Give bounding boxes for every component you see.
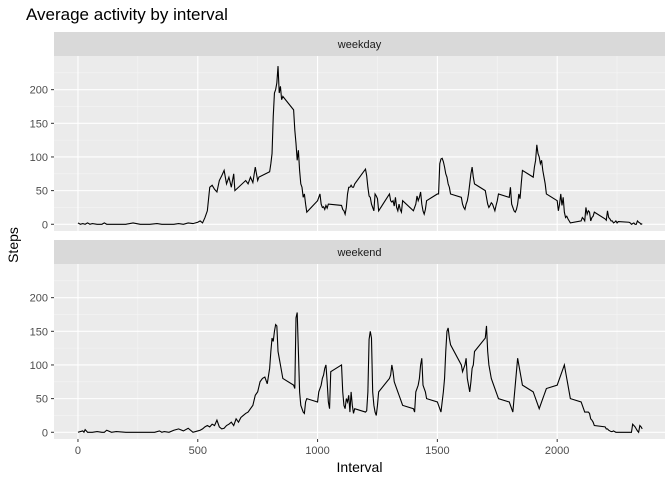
y-axis-title: Steps [5,227,21,263]
y-tick-label: 150 [30,326,48,338]
x-axis-title: Interval [337,459,383,475]
x-tick-label: 1000 [305,445,329,457]
series-line-weekend [77,312,643,434]
y-tick-label: 50 [36,186,48,198]
y-tick-label: 150 [30,118,48,130]
strip-label-weekday: weekday [337,39,382,51]
chart-title: Average activity by interval [26,5,228,24]
plot-bg-weekday [54,56,665,231]
panel-weekday: weekday 0 50 100 150 200 [30,32,665,231]
y-tick-label: 100 [30,360,48,372]
strip-label-weekend: weekend [336,247,381,259]
x-tick-label: 0 [75,445,81,457]
strip-weekday [54,32,665,56]
y-tick-label: 0 [42,427,48,439]
strip-weekend [54,240,665,264]
y-tick-label: 200 [30,293,48,305]
x-tick-label: 1500 [425,445,449,457]
y-tick-label: 100 [30,152,48,164]
x-ticks: 0 500 1000 1500 2000 [75,439,569,457]
y-tick-label: 200 [30,85,48,97]
y-tick-label: 50 [36,394,48,406]
x-tick-label: 500 [189,445,207,457]
grid-weekday [54,56,665,231]
panel-weekend: weekend 0 50 100 150 200 [30,240,665,439]
x-tick-label: 2000 [545,445,569,457]
series-line-weekday [77,66,643,225]
y-ticks-weekend: 0 50 100 150 200 [30,293,54,439]
y-tick-label: 0 [42,219,48,231]
grid-weekend [54,264,665,439]
y-ticks-weekday: 0 50 100 150 200 [30,85,54,231]
plot-bg-weekend [54,264,665,439]
